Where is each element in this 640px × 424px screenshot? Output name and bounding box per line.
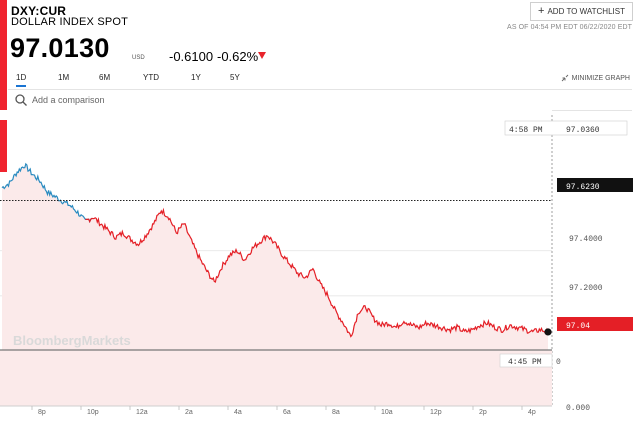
tab-6m[interactable]: 6M — [99, 73, 111, 82]
comparison-input[interactable] — [32, 95, 432, 105]
tab-1d[interactable]: 1D — [16, 73, 27, 87]
ticker-symbol: DXY:CUR — [11, 4, 67, 18]
x-tick-label: 4p — [528, 409, 536, 416]
prev-close-label-box — [557, 178, 633, 192]
volume-value: 0 — [556, 358, 561, 367]
minimize-label: MINIMIZE GRAPH — [571, 74, 630, 82]
price-line — [85, 207, 549, 338]
y-tick-label: 97.2000 — [569, 284, 603, 293]
x-tick-label: 12a — [136, 409, 148, 416]
hover-time: 4:58 PM — [509, 126, 543, 135]
minimize-graph-button[interactable]: MINIMIZE GRAPH — [561, 74, 630, 82]
currency-label: USD — [132, 55, 145, 61]
prior-session-line — [1, 162, 93, 224]
hover-value: 97.0360 — [566, 126, 600, 135]
price-chart: BloombergMarkets 4:58 PM 97.0360 97.6230… — [0, 110, 633, 416]
price-area — [2, 163, 548, 350]
plus-icon: + — [538, 5, 545, 17]
range-tabs: 1D 1M 6M YTD 1Y 5Y — [11, 73, 261, 91]
tab-5y[interactable]: 5Y — [230, 73, 240, 82]
tab-ytd[interactable]: YTD — [143, 73, 159, 82]
x-tick-label: 2a — [185, 409, 193, 416]
last-value-label: 97.04 — [566, 322, 590, 331]
x-tick-label: 2p — [479, 409, 487, 416]
minimize-icon — [561, 74, 568, 82]
last-value-box — [557, 317, 633, 331]
search-icon — [15, 94, 27, 106]
x-tick-label: 4a — [234, 409, 242, 416]
comparison-bar — [8, 89, 632, 111]
last-price-dot — [544, 328, 552, 336]
security-name: DOLLAR INDEX SPOT — [11, 16, 129, 28]
x-tick-label: 12p — [430, 409, 442, 416]
hover-label-box — [504, 120, 628, 136]
chart-top-fill — [0, 110, 552, 120]
accent-bar — [0, 0, 7, 172]
x-tick-label: 8a — [332, 409, 340, 416]
tab-1m[interactable]: 1M — [58, 73, 70, 82]
tab-1y[interactable]: 1Y — [191, 73, 201, 82]
x-tick-label: 6a — [283, 409, 291, 416]
volume-time-box — [499, 353, 553, 368]
last-price: 97.0130 — [10, 33, 110, 63]
x-tick-label: 8p — [38, 409, 46, 416]
y-tick-label: 0.000 — [566, 404, 590, 413]
x-axis-ticks: 8p 10p 12a 2a 4a 6a 8a 10a 12p 2p 4p — [31, 406, 536, 416]
y-tick-label: 97.4000 — [569, 235, 603, 244]
x-tick-label: 10p — [87, 409, 99, 416]
x-tick-label: 10a — [381, 409, 393, 416]
down-arrow-icon — [258, 52, 266, 59]
price-change: -0.6100 — [169, 49, 214, 64]
watchlist-label: ADD TO WATCHLIST — [547, 7, 625, 16]
as-of-timestamp: AS OF 04:54 PM EDT 06/22/2020 EDT — [507, 24, 632, 31]
prev-close-label: 97.6230 — [566, 183, 600, 192]
volume-time: 4:45 PM — [508, 358, 542, 367]
watermark: BloombergMarkets — [13, 333, 131, 348]
volume-area — [0, 350, 552, 406]
add-to-watchlist-button[interactable]: + ADD TO WATCHLIST — [530, 2, 633, 21]
percent-change: -0.62% — [217, 49, 259, 64]
